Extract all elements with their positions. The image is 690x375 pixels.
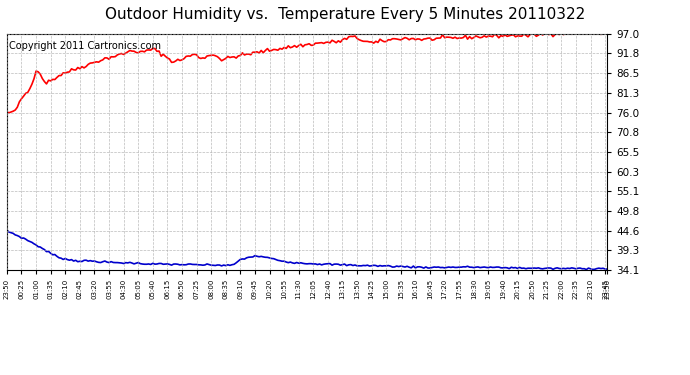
Text: Outdoor Humidity vs.  Temperature Every 5 Minutes 20110322: Outdoor Humidity vs. Temperature Every 5… <box>105 8 585 22</box>
Text: Copyright 2011 Cartronics.com: Copyright 2011 Cartronics.com <box>9 41 161 51</box>
